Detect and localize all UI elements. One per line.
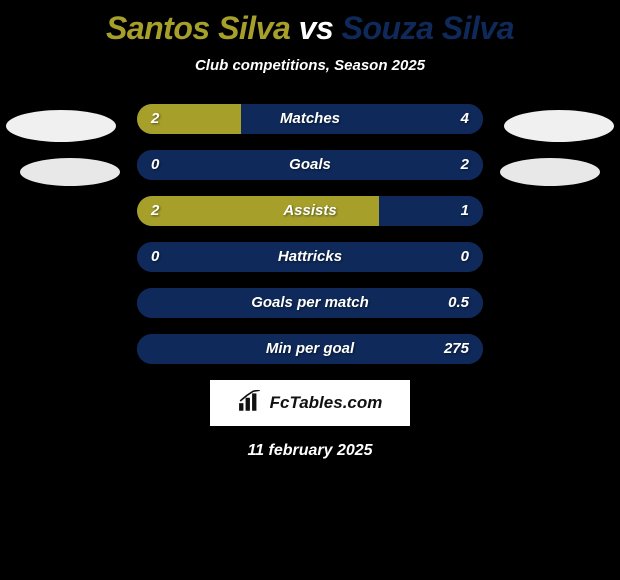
player1-name: Santos Silva [106,10,290,46]
comparison-title: Santos Silva vs Souza Silva [0,0,620,47]
stat-label: Min per goal [137,334,483,364]
player1-avatar-shadow [20,158,120,186]
stat-label: Goals per match [137,288,483,318]
stat-row: 0Goals2 [137,150,483,180]
bar-chart-icon [238,390,264,417]
player2-value: 0.5 [448,288,469,318]
player2-avatar [504,110,614,142]
vs-text: vs [299,10,334,46]
player2-value: 2 [461,150,469,180]
stat-row: 2Matches4 [137,104,483,134]
stat-label: Matches [137,104,483,134]
source-badge-text: FcTables.com [270,393,383,413]
stat-row: 0Hattricks0 [137,242,483,272]
player2-name: Souza Silva [342,10,514,46]
stat-label: Assists [137,196,483,226]
comparison-chart: 2Matches40Goals22Assists10Hattricks0Goal… [0,104,620,364]
date-text: 11 february 2025 [0,442,620,460]
player2-value: 275 [444,334,469,364]
stat-row: 2Assists1 [137,196,483,226]
player2-value: 4 [461,104,469,134]
player2-value: 0 [461,242,469,272]
stat-label: Goals [137,150,483,180]
player2-value: 1 [461,196,469,226]
stat-label: Hattricks [137,242,483,272]
subtitle: Club competitions, Season 2025 [0,57,620,74]
player1-avatar [6,110,116,142]
stat-rows: 2Matches40Goals22Assists10Hattricks0Goal… [137,104,483,364]
stat-row: Min per goal275 [137,334,483,364]
source-badge: FcTables.com [210,380,410,426]
stat-row: Goals per match0.5 [137,288,483,318]
player2-avatar-shadow [500,158,600,186]
